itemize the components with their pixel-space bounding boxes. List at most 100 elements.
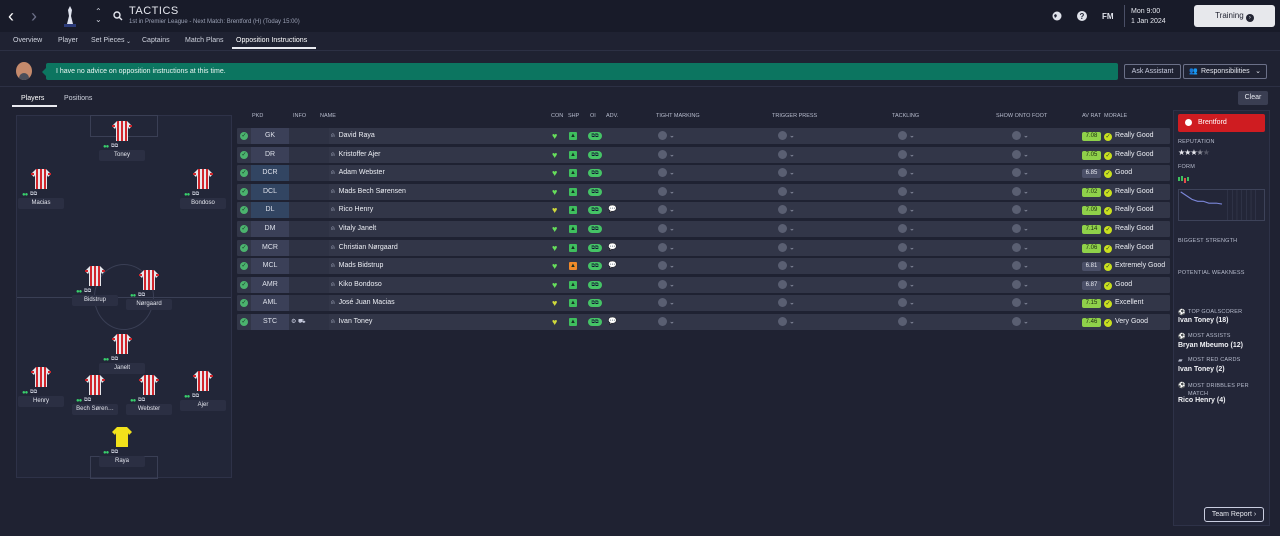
dribbles-value[interactable]: Rico Henry (4): [1178, 397, 1226, 404]
speech-bubble-icon[interactable]: 💬: [608, 243, 617, 251]
instruction-dropdown[interactable]: ⌄: [1012, 224, 1029, 233]
instruction-dropdown[interactable]: ⌄: [778, 131, 795, 140]
instruction-dropdown[interactable]: ⌄: [898, 149, 915, 159]
speech-bubble-icon[interactable]: 💬: [608, 206, 617, 214]
instruction-dropdown[interactable]: ⌄: [778, 149, 795, 159]
instruction-dropdown[interactable]: ⌄: [1012, 317, 1029, 326]
instruction-dropdown[interactable]: ⌄: [658, 168, 675, 178]
instruction-dropdown[interactable]: ⌄: [1012, 168, 1029, 178]
col-shp[interactable]: SHP: [568, 113, 580, 119]
instruction-dropdown[interactable]: ⌄: [898, 261, 915, 271]
table-row[interactable]: ✓ AMR ⍝ Kiko Bondoso ♥ ▲ ⧉⧉ ⌄ ⌄ ⌄ ⌄ 6.87 ✓ Good: [237, 276, 1170, 293]
player-name-cell[interactable]: ⍝ Vitaly Janelt: [331, 221, 376, 237]
instruction-dropdown[interactable]: ⌄: [1012, 261, 1029, 271]
pitch-player[interactable]: ●● ⧉⧉ Toney: [99, 120, 145, 161]
check-icon[interactable]: ✓: [240, 299, 248, 308]
table-row[interactable]: ✓ AML ⍝ José Juan Macias ♥ ▲ ⧉⧉ ⌄ ⌄ ⌄ ⌄ 7.15 ✓ Excell…: [237, 295, 1170, 312]
tab-players[interactable]: Players: [21, 95, 45, 102]
red-cards-value[interactable]: Ivan Toney (2): [1178, 366, 1225, 373]
player-name-cell[interactable]: ⍝ Mads Bidstrup: [331, 258, 383, 274]
instruction-dropdown[interactable]: ⌄: [778, 279, 795, 289]
check-icon[interactable]: ✓: [240, 187, 248, 196]
search-icon[interactable]: [113, 11, 123, 21]
check-icon[interactable]: ✓: [240, 262, 248, 271]
instruction-dropdown[interactable]: ⌄: [778, 205, 795, 215]
table-row[interactable]: ✓ DCR ⍝ Adam Webster ♥ ▲ ⧉⧉ ⌄ ⌄ ⌄ ⌄ 6.85 ✓ Good: [237, 165, 1170, 182]
col-av-rat[interactable]: AV RAT: [1082, 113, 1102, 119]
instruction-dropdown[interactable]: ⌄: [658, 261, 675, 271]
instruction-dropdown[interactable]: ⌄: [1012, 298, 1029, 308]
tab-match-plans[interactable]: Match Plans: [185, 37, 224, 44]
instruction-dropdown[interactable]: ⌄: [898, 317, 915, 326]
instruction-dropdown[interactable]: ⌄: [658, 298, 675, 308]
col-adv[interactable]: ADV.: [606, 113, 619, 119]
responsibilities-button[interactable]: 👥 Responsibilities ⌄: [1183, 64, 1267, 79]
pitch-player[interactable]: ●● ⧉⧉ Bidstrup: [72, 265, 118, 306]
instruction-dropdown[interactable]: ⌄: [1012, 149, 1029, 159]
player-name-cell[interactable]: ⍝ Kristoffer Ajer: [331, 147, 381, 163]
instruction-dropdown[interactable]: ⌄: [778, 317, 795, 326]
instruction-dropdown[interactable]: ⌄: [898, 242, 915, 252]
table-row[interactable]: ✓ MCR ⍝ Christian Nørgaard ♥ ▲ ⧉⧉ 💬 ⌄ ⌄ ⌄ ⌄ 7.06 ✓ Rea…: [237, 239, 1170, 256]
pitch-player[interactable]: ●● ⧉⧉ Henry: [18, 366, 64, 407]
col-tackling[interactable]: TACKLING: [892, 113, 920, 119]
col-trigger-press[interactable]: TRIGGER PRESS: [772, 113, 818, 119]
col-tight-marking[interactable]: TIGHT MARKING: [656, 113, 700, 119]
forward-icon[interactable]: ›: [31, 6, 37, 26]
table-row[interactable]: ✓ DL ⍝ Rico Henry ♥ ▲ ⧉⧉ 💬 ⌄ ⌄ ⌄ ⌄ 7.09 ✓ Really Good: [237, 202, 1170, 219]
table-row[interactable]: ✓ DM ⍝ Vitaly Janelt ♥ ▲ ⧉⧉ ⌄ ⌄ ⌄ ⌄ 7.14 ✓ Really Goo…: [237, 221, 1170, 237]
col-show-onto-foot[interactable]: SHOW ONTO FOOT: [996, 113, 1048, 119]
player-name-cell[interactable]: ⍝ Mads Bech Sørensen: [331, 184, 406, 200]
instruction-dropdown[interactable]: ⌄: [898, 205, 915, 215]
instruction-dropdown[interactable]: ⌄: [658, 224, 675, 233]
pitch-player[interactable]: ●● ⧉⧉ Janelt: [99, 333, 145, 374]
instruction-dropdown[interactable]: ⌄: [1012, 131, 1029, 140]
player-name-cell[interactable]: ⍝ Rico Henry: [331, 202, 373, 218]
pitch-player[interactable]: ●● ⧉⧉ Nørgaard: [126, 269, 172, 310]
globe-icon[interactable]: [1052, 11, 1062, 21]
instruction-dropdown[interactable]: ⌄: [1012, 242, 1029, 252]
check-icon[interactable]: ✓: [240, 243, 248, 252]
instruction-dropdown[interactable]: ⌄: [898, 224, 915, 233]
table-row[interactable]: ✓ DR ⍝ Kristoffer Ajer ♥ ▲ ⧉⧉ ⌄ ⌄ ⌄ ⌄ 7.05 ✓ Really G…: [237, 146, 1170, 163]
tab-player[interactable]: Player: [58, 37, 78, 44]
instruction-dropdown[interactable]: ⌄: [898, 298, 915, 308]
team-report-button[interactable]: Team Report ›: [1204, 507, 1264, 522]
instruction-dropdown[interactable]: ⌄: [658, 279, 675, 289]
instruction-dropdown[interactable]: ⌄: [778, 168, 795, 178]
check-icon[interactable]: ✓: [240, 132, 248, 140]
instruction-dropdown[interactable]: ⌄: [898, 279, 915, 289]
tab-positions[interactable]: Positions: [64, 95, 93, 102]
pitch-player[interactable]: ●● ⧉⧉ Bech Søren…: [72, 374, 118, 415]
speech-bubble-icon[interactable]: 💬: [608, 262, 617, 270]
check-icon[interactable]: ✓: [240, 206, 248, 215]
speech-bubble-icon[interactable]: 💬: [608, 318, 617, 325]
instruction-dropdown[interactable]: ⌄: [898, 186, 915, 196]
player-name-cell[interactable]: ⍝ Ivan Toney: [331, 314, 372, 330]
help-icon[interactable]: ?: [1077, 11, 1087, 21]
player-name-cell[interactable]: ⍝ David Raya: [331, 128, 375, 144]
pitch-player[interactable]: ●● ⧉⧉ Macias: [18, 168, 64, 209]
player-name-cell[interactable]: ⍝ José Juan Macias: [331, 295, 395, 311]
player-name-cell[interactable]: ⍝ Adam Webster: [331, 165, 385, 181]
training-button[interactable]: Training ›: [1194, 5, 1275, 27]
instruction-dropdown[interactable]: ⌄: [1012, 205, 1029, 215]
instruction-dropdown[interactable]: ⌄: [898, 131, 915, 140]
col-con[interactable]: CON: [551, 113, 564, 119]
instruction-dropdown[interactable]: ⌄: [778, 242, 795, 252]
table-row[interactable]: ✓ DCL ⍝ Mads Bech Sørensen ♥ ▲ ⧉⧉ ⌄ ⌄ ⌄ ⌄ 7.02 ✓ Real…: [237, 183, 1170, 200]
instruction-dropdown[interactable]: ⌄: [658, 186, 675, 196]
tab-overview[interactable]: Overview: [13, 37, 43, 44]
pitch-player[interactable]: ●● ⧉⧉ Raya: [99, 426, 145, 467]
col-info[interactable]: INFO: [293, 113, 307, 119]
club-badge[interactable]: Brentford: [1178, 114, 1265, 132]
instruction-dropdown[interactable]: ⌄: [778, 298, 795, 308]
instruction-dropdown[interactable]: ⌄: [658, 317, 675, 326]
instruction-dropdown[interactable]: ⌄: [1012, 279, 1029, 289]
ask-assistant-button[interactable]: Ask Assistant: [1124, 64, 1181, 79]
player-name-cell[interactable]: ⍝ Kiko Bondoso: [331, 277, 382, 293]
instruction-dropdown[interactable]: ⌄: [898, 168, 915, 178]
instruction-dropdown[interactable]: ⌄: [658, 131, 675, 140]
instruction-dropdown[interactable]: ⌄: [658, 149, 675, 159]
pitch-player[interactable]: ●● ⧉⧉ Webster: [126, 374, 172, 415]
